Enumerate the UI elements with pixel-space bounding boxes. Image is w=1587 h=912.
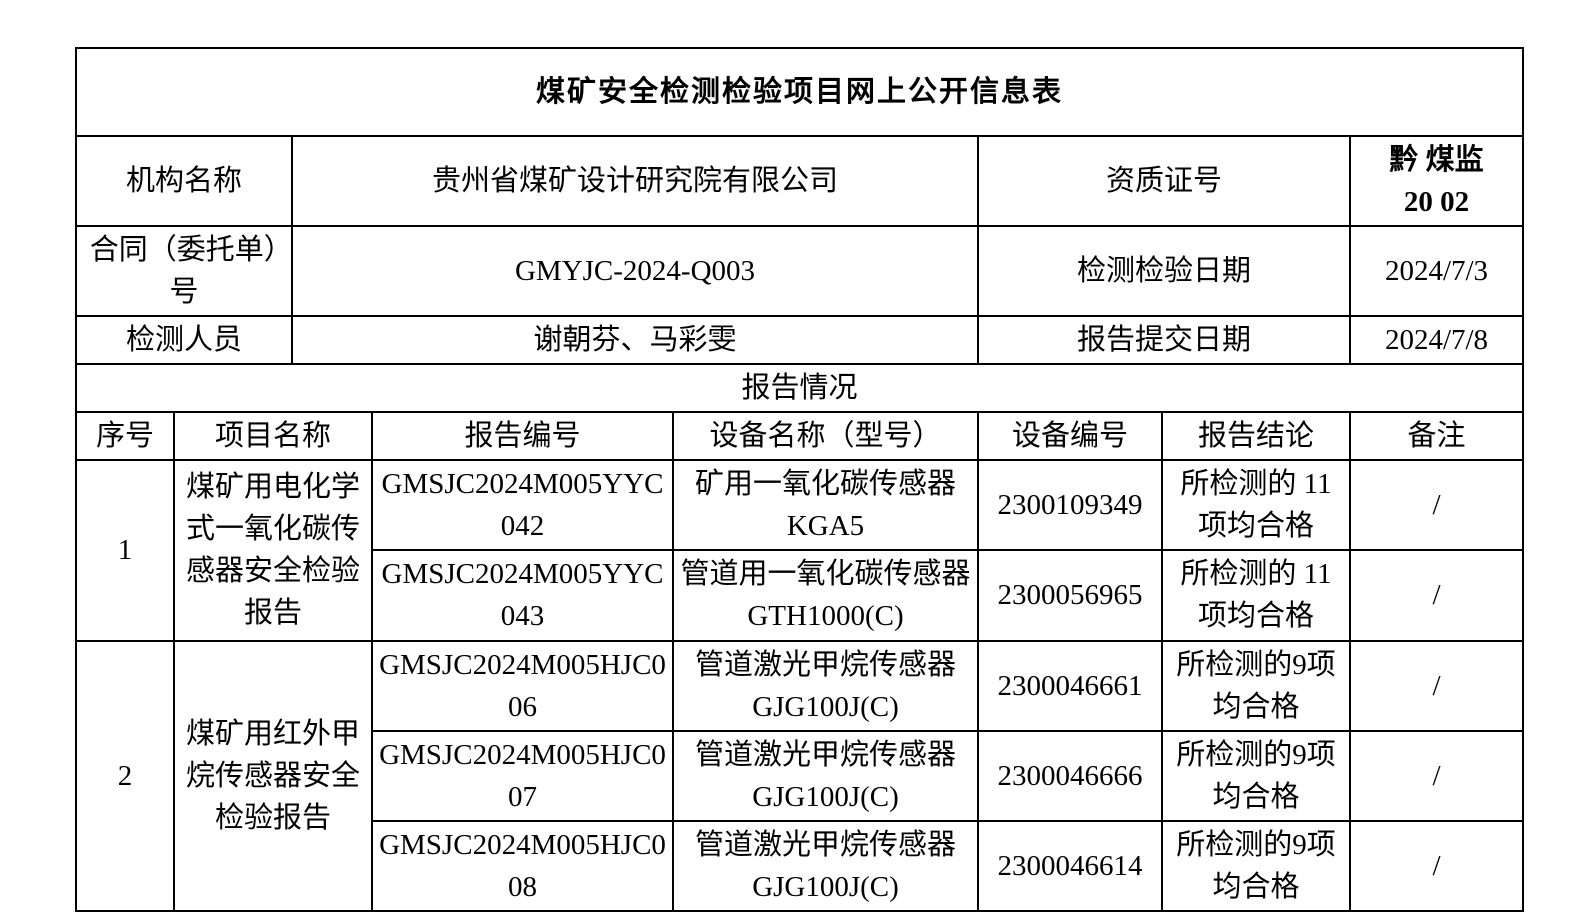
report-no-cell: GMSJC2024M005YYC042: [371, 459, 674, 552]
device-name-cell: 管道激光甲烷传感器 GJG100J(C): [672, 729, 979, 822]
cert-no-value: 黔 煤监 20 02: [1348, 134, 1525, 228]
document-page: 煤矿安全检测检验项目网上公开信息表 机构名称 贵州省煤矿设计研究院有限公司 资质…: [74, 47, 1525, 912]
personnel-label: 检测人员: [75, 315, 293, 366]
remark-cell: /: [1348, 639, 1525, 732]
report-no-cell: GMSJC2024M005HJC007: [371, 729, 674, 822]
submit-date-value: 2024/7/8: [1348, 315, 1525, 366]
conclusion-cell: 所检测的 11 项均合格: [1161, 459, 1351, 552]
report-section-title: 报告情况: [74, 363, 1525, 414]
submit-date-label: 报告提交日期: [977, 315, 1351, 366]
seq-cell: 1: [75, 459, 175, 642]
col-header-report-no: 报告编号: [371, 411, 674, 462]
contract-no-value: GMYJC-2024-Q003: [291, 225, 979, 318]
col-header-project: 项目名称: [173, 411, 373, 462]
personnel-value: 谢朝芬、马彩雯: [291, 315, 979, 366]
remark-cell: /: [1348, 729, 1525, 822]
col-header-seq: 序号: [75, 411, 175, 462]
cert-no-line1: 黔 煤监: [1389, 144, 1484, 176]
device-no-cell: 2300046666: [977, 729, 1163, 822]
cert-no-line2: 20 02: [1403, 186, 1470, 219]
table-row: 1 煤矿用电化学式一氧化碳传感器安全检验报告 GMSJC2024M005YYC0…: [75, 459, 1525, 642]
cert-no-label: 资质证号: [977, 134, 1351, 228]
org-name-value: 贵州省煤矿设计研究院有限公司: [291, 134, 979, 228]
contract-no-label: 合同（委托单）号: [75, 225, 293, 318]
conclusion-cell: 所检测的 11 项均合格: [1161, 549, 1351, 642]
report-no-cell: GMSJC2024M005YYC043: [371, 549, 674, 642]
org-name-label: 机构名称: [75, 134, 293, 228]
col-header-remark: 备注: [1348, 411, 1525, 462]
remark-cell: /: [1348, 819, 1525, 912]
test-date-value: 2024/7/3: [1348, 225, 1525, 318]
col-header-conclusion: 报告结论: [1161, 411, 1351, 462]
table-row: GMSJC2024M005HJC007 管道激光甲烷传感器 GJG100J(C)…: [76, 729, 1525, 822]
conclusion-cell: 所检测的9项均合格: [1161, 639, 1351, 732]
report-no-cell: GMSJC2024M005HJC008: [371, 819, 674, 912]
device-name-cell: 矿用一氧化碳传感器 KGA5: [672, 459, 979, 552]
device-no-cell: 2300046661: [977, 639, 1163, 732]
device-no-cell: 2300109349: [977, 459, 1163, 552]
col-header-device-name: 设备名称（型号）: [672, 411, 979, 462]
device-name-cell: 管道激光甲烷传感器 GJG100J(C): [672, 639, 979, 732]
device-name-cell: 管道激光甲烷传感器 GJG100J(C): [672, 819, 979, 912]
device-name-cell: 管道用一氧化碳传感器 GTH1000(C): [672, 549, 979, 642]
seq-cell: 2: [75, 639, 175, 912]
table-row: 2 煤矿用红外甲烷传感器安全检验报告 GMSJC2024M005HJC006 管…: [75, 639, 1525, 912]
device-no-cell: 2300056965: [977, 549, 1163, 642]
page-title: 煤矿安全检测检验项目网上公开信息表: [74, 47, 1525, 137]
test-date-label: 检测检验日期: [977, 225, 1351, 318]
table-row: GMSJC2024M005HJC008 管道激光甲烷传感器 GJG100J(C)…: [76, 819, 1525, 912]
conclusion-cell: 所检测的9项均合格: [1161, 819, 1351, 912]
public-info-table: 煤矿安全检测检验项目网上公开信息表 机构名称 贵州省煤矿设计研究院有限公司 资质…: [74, 47, 1525, 912]
table-row: GMSJC2024M005YYC043 管道用一氧化碳传感器 GTH1000(C…: [76, 549, 1525, 642]
project-name-cell: 煤矿用红外甲烷传感器安全检验报告: [173, 639, 373, 912]
col-header-device-no: 设备编号: [977, 411, 1163, 462]
device-no-cell: 2300046614: [977, 819, 1163, 912]
report-no-cell: GMSJC2024M005HJC006: [371, 639, 674, 732]
conclusion-cell: 所检测的9项均合格: [1161, 729, 1351, 822]
remark-cell: /: [1348, 549, 1525, 642]
project-name-cell: 煤矿用电化学式一氧化碳传感器安全检验报告: [173, 459, 373, 642]
remark-cell: /: [1348, 459, 1525, 552]
